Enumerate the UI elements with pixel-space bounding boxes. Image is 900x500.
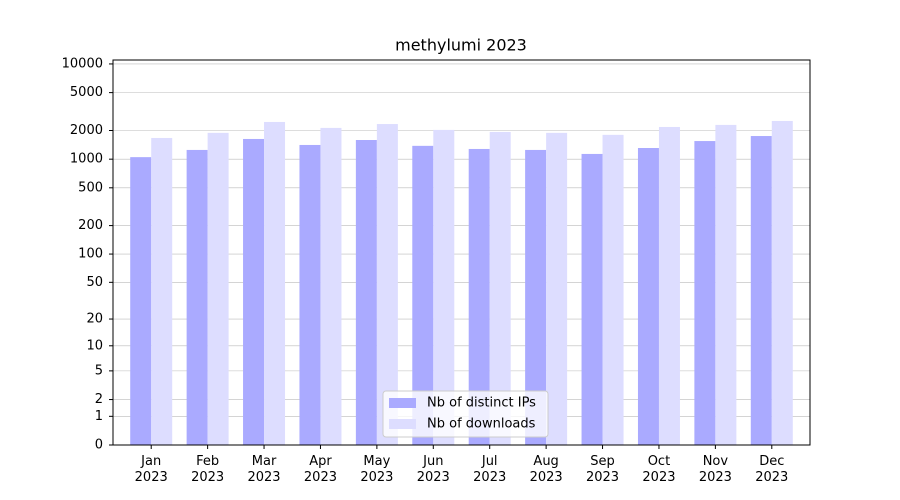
legend-box xyxy=(382,390,549,438)
y-tick-label: 0 xyxy=(95,438,103,453)
bar xyxy=(186,149,208,445)
bar xyxy=(602,134,624,446)
y-tick-label: 100 xyxy=(78,247,103,262)
x-tick-label: Jun 2023 xyxy=(417,454,450,485)
y-tick-label: 10 xyxy=(86,338,103,353)
bar xyxy=(694,141,716,445)
chart-title: methylumi 2023 xyxy=(395,36,527,55)
legend-label: Nb of distinct IPs xyxy=(427,396,536,411)
x-tick-label: Mar 2023 xyxy=(247,454,280,485)
plot-frame xyxy=(112,59,811,446)
bar xyxy=(750,136,772,445)
legend-swatch xyxy=(389,398,416,408)
bar xyxy=(658,126,680,445)
bar xyxy=(130,157,152,445)
legend-swatch xyxy=(389,419,416,429)
y-tick-label: 1 xyxy=(95,409,103,424)
bar xyxy=(468,148,490,446)
bar xyxy=(581,153,603,446)
legend-label: Nb of downloads xyxy=(427,417,536,432)
x-tick-label: Oct 2023 xyxy=(642,454,675,485)
x-tick-label: Nov 2023 xyxy=(699,454,732,485)
x-tick-label: Dec 2023 xyxy=(755,454,788,485)
bar xyxy=(320,127,342,445)
bar xyxy=(637,148,659,445)
bar xyxy=(771,120,793,446)
x-tick-label: May 2023 xyxy=(360,454,393,485)
y-tick-label: 1000 xyxy=(70,152,103,167)
bar xyxy=(433,129,455,445)
bar xyxy=(207,132,229,445)
bar xyxy=(525,149,547,445)
y-tick-label: 200 xyxy=(78,218,103,233)
y-tick-label: 5 xyxy=(95,363,103,378)
bar xyxy=(264,121,286,445)
x-tick-label: Jul 2023 xyxy=(473,454,506,485)
bar xyxy=(243,138,265,445)
x-tick-label: Aug 2023 xyxy=(530,454,563,485)
bar xyxy=(546,132,568,445)
y-tick-label: 2000 xyxy=(70,123,103,138)
x-tick-label: Sep 2023 xyxy=(586,454,619,485)
x-tick-label: Feb 2023 xyxy=(191,454,224,485)
bar xyxy=(299,144,321,445)
y-tick-label: 10000 xyxy=(62,56,103,71)
bar xyxy=(715,124,737,445)
bar xyxy=(151,137,173,446)
bar xyxy=(355,139,377,445)
y-tick-label: 50 xyxy=(86,275,103,290)
x-tick-label: Jan 2023 xyxy=(135,454,168,485)
y-tick-label: 500 xyxy=(78,180,103,195)
bar xyxy=(376,124,398,445)
bar xyxy=(489,131,511,446)
y-tick-label: 5000 xyxy=(70,85,103,100)
x-tick-label: Apr 2023 xyxy=(304,454,337,485)
bar xyxy=(412,145,434,445)
y-tick-label: 2 xyxy=(95,392,103,407)
y-tick-label: 20 xyxy=(86,312,103,327)
